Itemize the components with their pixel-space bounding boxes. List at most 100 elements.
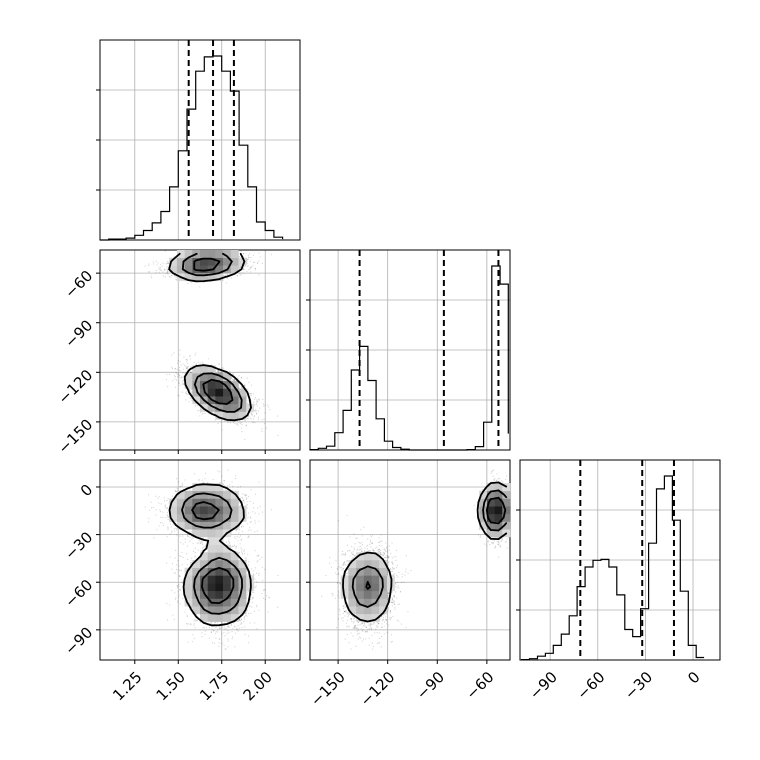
sample-point xyxy=(158,266,160,268)
sample-point xyxy=(202,412,204,414)
sample-point xyxy=(246,259,248,261)
sample-point xyxy=(247,265,249,267)
sample-point xyxy=(210,280,212,282)
sample-point xyxy=(262,403,264,405)
sample-point xyxy=(251,414,253,416)
sample-point xyxy=(190,371,192,373)
sample-point xyxy=(186,370,188,372)
sample-point xyxy=(277,434,279,436)
sample-point xyxy=(250,418,252,420)
sample-point xyxy=(221,368,223,370)
sample-point xyxy=(178,382,180,384)
sample-point xyxy=(187,366,189,368)
sample-point xyxy=(174,274,176,276)
sample-point xyxy=(177,373,179,375)
sample-point xyxy=(201,413,203,415)
sample-point xyxy=(148,264,150,266)
sample-point xyxy=(167,260,169,262)
sample-point xyxy=(241,431,243,433)
sample-point xyxy=(239,274,241,276)
sample-point xyxy=(191,372,193,374)
sample-point xyxy=(196,405,198,407)
sample-point xyxy=(242,253,244,255)
hist-panel-0 xyxy=(96,39,301,241)
sample-point xyxy=(185,372,187,374)
sample-point xyxy=(227,421,229,423)
sample-point xyxy=(189,355,191,357)
sample-point xyxy=(199,362,201,364)
sample-point xyxy=(251,384,253,386)
sample-point xyxy=(179,377,181,379)
sample-point xyxy=(251,414,253,416)
sample-point xyxy=(203,281,205,283)
sample-point xyxy=(238,256,240,258)
sample-point xyxy=(234,378,236,380)
sample-point xyxy=(187,369,189,371)
sample-point xyxy=(253,418,255,420)
sample-point xyxy=(185,366,187,368)
sample-point xyxy=(164,269,166,271)
sample-point xyxy=(202,363,204,365)
sample-point xyxy=(185,358,187,360)
sample-point xyxy=(233,379,235,381)
sample-point xyxy=(247,418,249,420)
sample-point xyxy=(257,400,259,402)
sample-point xyxy=(261,428,263,430)
sample-point xyxy=(171,368,173,370)
sample-point xyxy=(186,359,188,361)
sample-point xyxy=(252,393,254,395)
sample-point xyxy=(229,422,231,424)
sample-point xyxy=(218,370,220,372)
sample-point xyxy=(221,367,223,369)
sample-point xyxy=(246,262,248,264)
sample-point xyxy=(186,367,188,369)
sample-point xyxy=(208,413,210,415)
sample-point xyxy=(255,269,257,271)
sample-point xyxy=(225,282,227,284)
sample-point xyxy=(182,383,184,385)
sample-point xyxy=(236,423,238,425)
sample-point xyxy=(197,361,199,363)
sample-point xyxy=(249,253,251,255)
sample-point xyxy=(179,349,181,351)
sample-point xyxy=(254,410,256,412)
sample-point xyxy=(258,274,260,276)
sample-point xyxy=(259,256,261,258)
sample-point xyxy=(246,258,248,260)
sample-point xyxy=(258,399,260,401)
sample-point xyxy=(225,372,227,374)
density-0-1 xyxy=(144,250,279,440)
sample-point xyxy=(185,367,187,369)
sample-point xyxy=(249,396,251,398)
sample-point xyxy=(195,352,197,354)
sample-point xyxy=(241,376,243,378)
sample-point xyxy=(182,363,184,365)
sample-point xyxy=(263,418,265,420)
sample-point xyxy=(190,366,192,368)
sample-point xyxy=(246,377,248,379)
sample-point xyxy=(218,371,220,373)
sample-point xyxy=(239,268,241,270)
sample-point xyxy=(149,271,151,273)
sample-point xyxy=(248,269,250,271)
sample-point xyxy=(238,375,240,377)
sample-point xyxy=(253,401,255,403)
sample-point xyxy=(170,275,172,277)
sample-point xyxy=(271,253,273,255)
sample-point xyxy=(207,358,209,360)
sample-point xyxy=(167,273,169,275)
sample-point xyxy=(161,265,163,267)
sample-point xyxy=(174,274,176,276)
sample-point xyxy=(240,274,242,276)
sample-point xyxy=(244,384,246,386)
sample-point xyxy=(201,361,203,363)
sample-point xyxy=(258,252,260,254)
sample-point xyxy=(256,413,258,415)
sample-point xyxy=(169,276,171,278)
sample-point xyxy=(243,272,245,274)
sample-point xyxy=(241,387,243,389)
sample-point xyxy=(230,420,232,422)
sample-point xyxy=(166,266,168,268)
sample-point xyxy=(177,394,179,396)
